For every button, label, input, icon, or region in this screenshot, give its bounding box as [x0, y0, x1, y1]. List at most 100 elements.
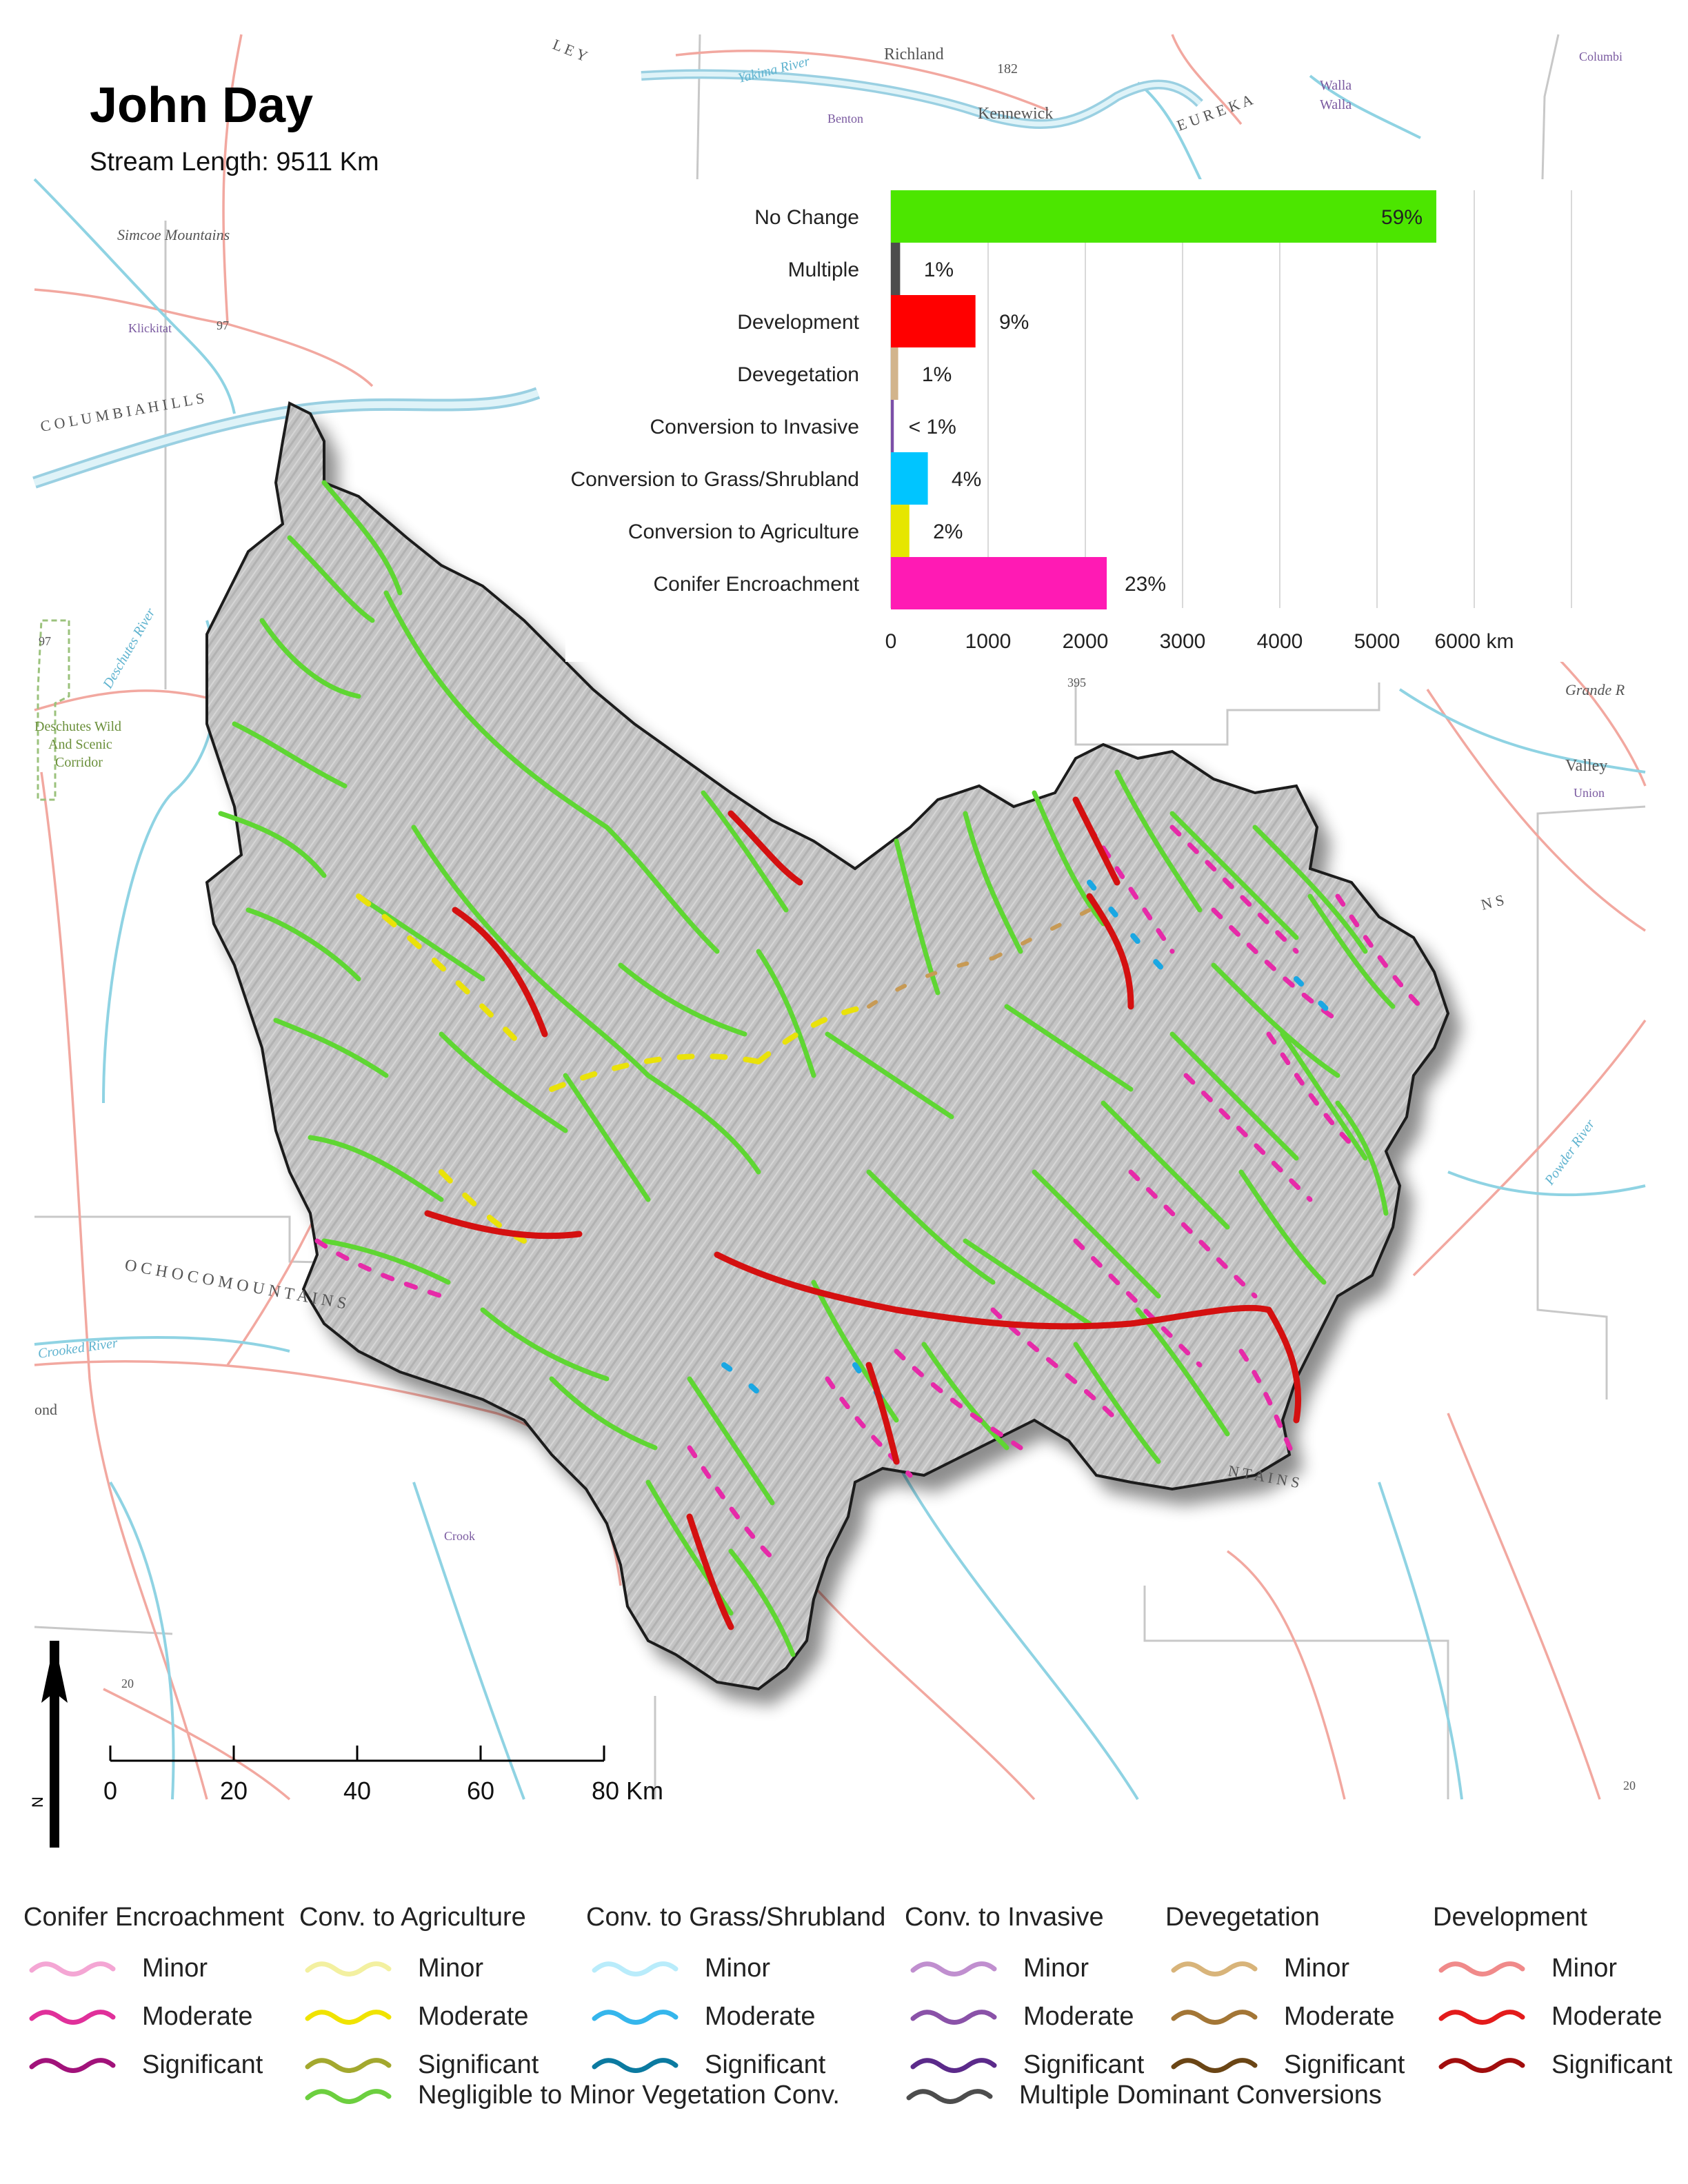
label-corridor: Corridor [55, 755, 103, 770]
label-grande-r: Grande R [1565, 681, 1625, 698]
scale-label: 60 [467, 1777, 494, 1805]
legend-item-label: Significant [418, 2050, 539, 2079]
label-valley: Valley [1565, 757, 1607, 775]
legend-group-title: Development [1433, 1903, 1587, 1932]
legend-swatch [305, 2010, 392, 2025]
value-label: 2% [933, 520, 963, 543]
value-label: 4% [952, 468, 981, 491]
legend-group: Conv. to Invasive Minor Moderate Significan… [905, 1903, 1144, 2089]
legend-group-title: Conv. to Agriculture [299, 1903, 526, 1932]
scale-label: 40 [343, 1777, 371, 1805]
legend-item-label: Moderate [1551, 2001, 1662, 2031]
legend-item-label: Multiple Dominant Conversions [1019, 2081, 1382, 2110]
legend-item-label: Significant [705, 2050, 826, 2079]
legend-item: Significant [299, 2041, 539, 2089]
value-label: 1% [922, 363, 952, 386]
legend-item: Minor [1433, 1944, 1672, 1992]
legend-item-label: Significant [142, 2050, 263, 2079]
legend: Conifer Encroachment Minor Moderate Signifi… [0, 1875, 1688, 2184]
legend-item-label: Moderate [142, 2001, 253, 2031]
legend-item-label: Negligible to Minor Vegetation Conv. [418, 2081, 840, 2110]
category-label: Conversion to Grass/Shrubland [570, 468, 859, 491]
legend-item-label: Significant [1023, 2050, 1145, 2079]
map-subtitle: Stream Length: 9511 Km [90, 148, 379, 176]
legend-group-title: Conv. to Grass/Shrubland [586, 1903, 886, 1932]
label-richland: Richland [884, 46, 944, 63]
value-label: 23% [1125, 573, 1166, 596]
legend-swatch [29, 2010, 116, 2025]
legend-item: Minor [23, 1944, 284, 1992]
category-label: Conifer Encroachment [654, 573, 860, 596]
x-tick-label: 2000 [1063, 630, 1109, 653]
legend-item-label: Minor [705, 1953, 771, 1983]
legend-item-label: Moderate [1023, 2001, 1134, 2031]
x-tick-label: 4000 [1257, 630, 1303, 653]
legend-group: Conv. to Grass/Shrubland Minor Moderate Sig… [586, 1903, 885, 2089]
legend-group-title: Conv. to Invasive [905, 1903, 1104, 1932]
legend-item: Moderate [299, 1992, 539, 2041]
legend-item-label: Minor [418, 1953, 484, 1983]
legend-group: Conv. to Agriculture Minor Moderate Signifi… [299, 1903, 539, 2089]
legend-swatch [592, 2010, 679, 2025]
bar-1 [891, 243, 901, 295]
map-title: John Day [90, 78, 314, 133]
legend-swatch [910, 1961, 997, 1976]
x-tick-label: 6000 km [1434, 630, 1514, 653]
category-label: Development [737, 311, 859, 334]
legend-item-label: Significant [1551, 2050, 1673, 2079]
label-benton: Benton [827, 112, 863, 125]
legend-group: Devegetation Minor Moderate Significant [1165, 1903, 1405, 2089]
roads [34, 34, 1647, 1801]
label-shield-20b: 20 [1623, 1779, 1636, 1792]
value-label: 9% [999, 311, 1029, 334]
legend-swatch [910, 2058, 997, 2073]
scale-label: 80 Km [592, 1777, 663, 1805]
legend-item: Significant [23, 2041, 284, 2089]
legend-swatch [1171, 1961, 1258, 1976]
legend-item-label: Minor [142, 1953, 208, 1983]
legend-swatch [305, 1961, 392, 1976]
stream-network [218, 480, 1423, 1657]
scale-label: 20 [220, 1777, 248, 1805]
legend-group: Conifer Encroachment Minor Moderate Signifi… [23, 1903, 284, 2089]
legend-item: Moderate [23, 1992, 284, 2041]
label-klickitat: Klickitat [128, 321, 172, 335]
legend-group: Development Minor Moderate Significant [1433, 1903, 1672, 2089]
x-tick-label: 3000 [1160, 630, 1206, 653]
category-label: Conversion to Invasive [650, 416, 860, 438]
legend-item: Minor [1165, 1944, 1405, 1992]
label-simcoe: Simcoe Mountains [117, 226, 230, 243]
legend-item-label: Significant [1284, 2050, 1405, 2079]
john-day-basin [205, 401, 1450, 1691]
bar-chart: 0 1000 2000 3000 4000 5000 6000 km No Change 59%… [565, 179, 1648, 662]
legend-item: Significant [1165, 2041, 1405, 2089]
label-shield-97b: 97 [39, 634, 51, 648]
label-shield-20a: 20 [121, 1677, 134, 1690]
legend-swatch [29, 1961, 116, 1976]
bar-6 [891, 505, 910, 557]
legend-item: Significant [1433, 2041, 1672, 2089]
label-shield-97: 97 [217, 318, 229, 332]
legend-group-title: Devegetation [1165, 1903, 1320, 1932]
legend-item: Minor [586, 1944, 885, 1992]
north-arrow: N [29, 1641, 68, 1848]
category-label: Multiple [788, 259, 859, 281]
legend-item: Moderate [905, 1992, 1144, 2041]
label-walla-2: Walla [1320, 97, 1352, 112]
legend-swatch [1171, 2058, 1258, 2073]
legend-extra-item: Multiple Dominant Conversions [905, 2081, 1382, 2110]
legend-item: Significant [905, 2041, 1144, 2089]
legend-item: Minor [299, 1944, 539, 1992]
category-label: Conversion to Agriculture [628, 520, 859, 543]
legend-swatch [1171, 2010, 1258, 2025]
label-and-scenic: And Scenic [48, 737, 112, 752]
bar-0 [891, 190, 1437, 243]
legend-swatch [305, 2088, 392, 2104]
legend-swatch [29, 2058, 116, 2073]
bar-3 [891, 347, 898, 400]
label-walla-1: Walla [1320, 78, 1352, 93]
north-arrow-label: N [29, 1797, 46, 1808]
legend-swatch [906, 2088, 993, 2104]
value-label: 1% [924, 259, 954, 281]
